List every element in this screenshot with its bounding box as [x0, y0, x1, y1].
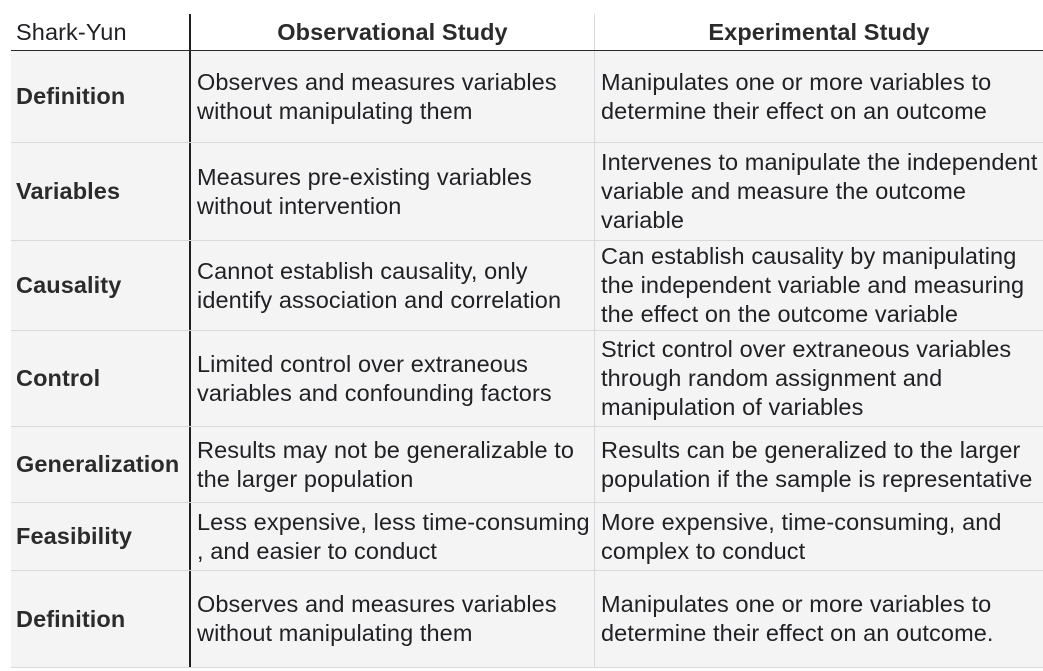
experimental-cell: Results can be generalized to the larger…: [601, 436, 1033, 492]
observational-cell: Measures pre-existing variables without …: [191, 143, 595, 240]
row-label: Definition: [11, 51, 191, 142]
observational-cell: Observes and measures variables without …: [191, 51, 595, 142]
row-label: Causality: [11, 241, 191, 330]
observational-cell: Results may not be generalizable to the …: [191, 427, 595, 502]
table-row: Feasibility Less expensive, less time-co…: [11, 503, 1043, 571]
experimental-cell: Intervenes to manipulate the independent…: [601, 149, 1038, 233]
row-label: Control: [11, 331, 191, 426]
observational-cell: Cannot establish causality, only identif…: [191, 241, 595, 330]
experimental-cell: Manipulates one or more variables to det…: [601, 591, 994, 646]
corner-label: Shark-Yun: [11, 14, 191, 50]
row-label: Generalization: [11, 427, 191, 502]
comparison-table: Shark-Yun Observational Study Experiment…: [11, 14, 1043, 668]
table-row: Control Limited control over extraneous …: [11, 331, 1043, 427]
observational-cell: Less expensive, less time-consuming , an…: [191, 503, 595, 570]
table-row: Variables Measures pre-existing variable…: [11, 143, 1043, 241]
experimental-cell: Manipulates one or more variables to det…: [601, 68, 992, 124]
table-header-row: Shark-Yun Observational Study Experiment…: [11, 14, 1043, 51]
row-label: Definition: [11, 571, 191, 667]
column-header-observational: Observational Study: [191, 14, 595, 50]
experimental-cell: Strict control over extraneous variables…: [601, 336, 1012, 420]
observational-cell: Limited control over extraneous variable…: [191, 331, 595, 426]
table-row: Definition Observes and measures variabl…: [11, 571, 1043, 668]
experimental-cell: Can establish causality by manipulating …: [601, 243, 1025, 327]
table-row: Definition Observes and measures variabl…: [11, 51, 1043, 143]
table-row: Generalization Results may not be genera…: [11, 427, 1043, 503]
experimental-cell: More expensive, time-consuming, and comp…: [601, 508, 1002, 564]
row-label: Feasibility: [11, 503, 191, 570]
row-label: Variables: [11, 143, 191, 240]
table-row: Causality Cannot establish causality, on…: [11, 241, 1043, 331]
observational-cell: Observes and measures variables without …: [191, 571, 595, 667]
column-header-experimental: Experimental Study: [708, 18, 930, 45]
